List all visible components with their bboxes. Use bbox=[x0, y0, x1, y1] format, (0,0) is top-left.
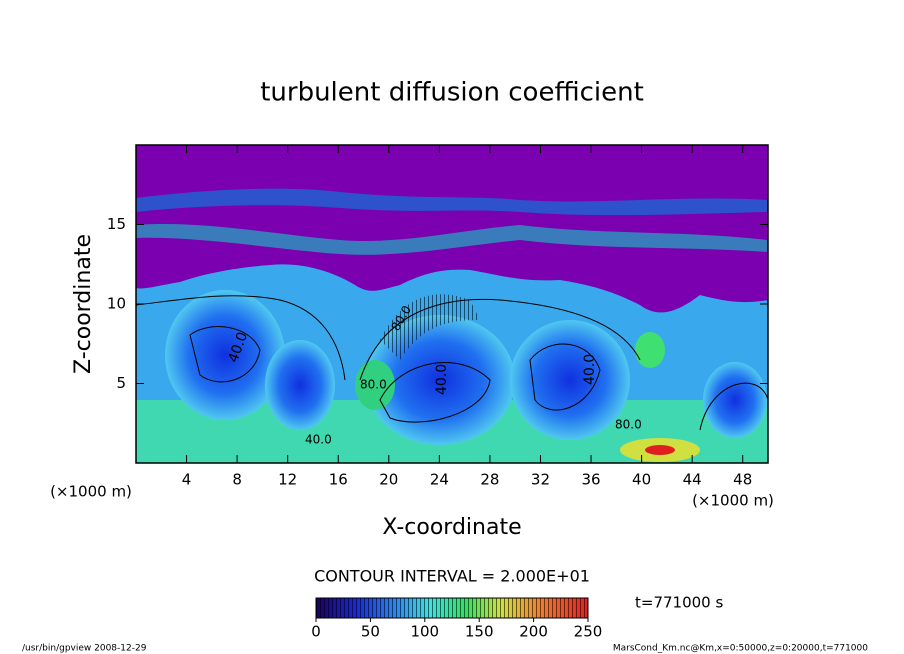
y-tick-label: 15 bbox=[107, 215, 126, 233]
x-tick-label: 32 bbox=[531, 471, 550, 489]
contour-interval: CONTOUR INTERVAL = 2.000E+01 bbox=[314, 567, 590, 586]
contour-field bbox=[136, 145, 768, 463]
time-label: t=771000 s bbox=[635, 594, 723, 612]
colorbar-tick-label: 100 bbox=[410, 623, 439, 641]
contour-label: 40.0 bbox=[305, 433, 332, 447]
x-tick-label: 44 bbox=[683, 471, 702, 489]
contour-label: 80.0 bbox=[615, 418, 642, 432]
x-axis-label: X-coordinate bbox=[382, 515, 521, 540]
x-tick-label: 40 bbox=[632, 471, 651, 489]
x-tick-label: 16 bbox=[329, 471, 348, 489]
x-tick-label: 24 bbox=[430, 471, 449, 489]
footer-left: /usr/bin/gpview 2008-12-29 bbox=[22, 644, 147, 654]
x-tick-label: 48 bbox=[733, 471, 752, 489]
footer-right: MarsCond_Km.nc@Km,x=0:50000,z=0:20000,t=… bbox=[613, 644, 868, 654]
colorbar-frame bbox=[315, 597, 589, 619]
x-tick-label: 4 bbox=[182, 471, 192, 489]
y-axis-label: Z-coordinate bbox=[71, 234, 96, 374]
x-tick-label: 36 bbox=[581, 471, 600, 489]
x-tick-label: 20 bbox=[379, 471, 398, 489]
colorbar-tick-label: 250 bbox=[574, 623, 603, 641]
x-tick-label: 28 bbox=[480, 471, 499, 489]
contour-label: 80.0 bbox=[360, 378, 387, 392]
x-tick-label: 12 bbox=[278, 471, 297, 489]
colorbar-stripes bbox=[316, 598, 588, 618]
colorbar-tick-label: 50 bbox=[361, 623, 380, 641]
y-tick-label: 10 bbox=[107, 295, 126, 313]
chart-title: turbulent diffusion coefficient bbox=[260, 78, 644, 108]
y-tick-label: 5 bbox=[116, 374, 126, 392]
x-unit-label: (×1000 m) bbox=[50, 483, 132, 501]
contour-label: 40.0 bbox=[434, 364, 450, 395]
colorbar-tick-label: 150 bbox=[465, 623, 494, 641]
x-unit-label: (×1000 m) bbox=[692, 492, 774, 510]
x-tick-label: 8 bbox=[232, 471, 242, 489]
colorbar-tick-label: 200 bbox=[519, 623, 548, 641]
contour-label: 40.0 bbox=[582, 354, 598, 385]
colorbar-tick-label: 0 bbox=[311, 623, 321, 641]
